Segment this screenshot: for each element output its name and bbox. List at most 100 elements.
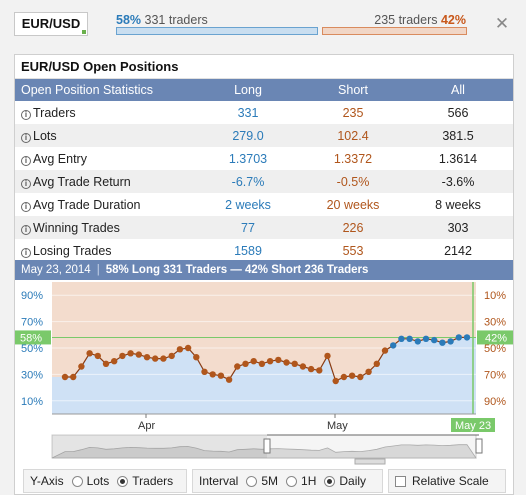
- data-point: [324, 352, 331, 360]
- interval-group: Interval 5M 1H Daily: [192, 469, 383, 493]
- data-point: [111, 358, 118, 365]
- stats-row: i Avg Entry 1.3703 1.3372 1.3614: [15, 147, 513, 170]
- data-point: [160, 355, 167, 362]
- data-point: [135, 351, 142, 358]
- panel-title: EUR/USD Open Positions: [15, 55, 513, 79]
- symbol-selector[interactable]: EUR/USD: [14, 12, 88, 36]
- stat-all-value: 381.5: [403, 124, 513, 147]
- stat-all-value: 303: [403, 216, 513, 239]
- month-label: May: [327, 420, 348, 432]
- info-icon[interactable]: i: [21, 224, 31, 235]
- close-icon[interactable]: ✕: [494, 14, 510, 33]
- info-icon[interactable]: i: [21, 132, 31, 143]
- current-left-badge: [15, 330, 51, 345]
- month-label: Apr: [138, 420, 155, 432]
- data-point: [86, 350, 93, 357]
- radio-daily[interactable]: [324, 475, 336, 487]
- yaxis-lots-option[interactable]: Lots: [64, 474, 109, 488]
- stats-row: i Avg Trade Return -6.7% -0.5% -3.6%: [15, 170, 513, 193]
- stat-label-text: Lots: [33, 128, 57, 143]
- data-point: [143, 354, 151, 361]
- short-percent: 42%: [440, 13, 466, 27]
- data-point: [357, 373, 364, 381]
- stat-long-value: 331: [237, 105, 259, 120]
- data-point: [406, 335, 413, 342]
- stat-long-value: -6.7%: [193, 170, 303, 193]
- data-point: [70, 373, 77, 381]
- interval-5m-label: 5M: [261, 474, 279, 488]
- data-point: [94, 352, 102, 360]
- current-date: May 23, 2014: [21, 264, 91, 276]
- stats-row: i Traders 331 235 566: [15, 101, 513, 124]
- stat-short-value: 553: [342, 243, 364, 258]
- stat-short-value: 235: [342, 105, 364, 120]
- stat-label-text: Avg Trade Return: [33, 174, 131, 189]
- info-icon[interactable]: i: [21, 247, 31, 258]
- current-right-label: 42%: [485, 332, 507, 344]
- stat-short-value: 1.3372: [333, 151, 373, 166]
- relative-scale-checkbox[interactable]: [395, 475, 406, 487]
- data-point: [201, 368, 208, 375]
- current-left-label: 58%: [20, 332, 42, 344]
- chart-controls: Y-Axis Lots Traders Interval 5M 1H Daily…: [15, 467, 513, 495]
- radio-1h[interactable]: [286, 475, 298, 487]
- stat-short-value: 226: [303, 216, 403, 239]
- relative-scale-option[interactable]: Relative Scale: [395, 474, 489, 488]
- right-axis-tick: 30%: [484, 317, 506, 329]
- stat-label: i Avg Trade Duration: [15, 193, 193, 216]
- data-point: [373, 360, 380, 367]
- radio-lots[interactable]: [71, 475, 83, 487]
- data-point: [102, 360, 110, 367]
- right-axis-tick: 90%: [484, 396, 506, 408]
- stat-short-value: 20 weeks: [326, 197, 380, 212]
- navigator-handle-left[interactable]: [263, 438, 271, 454]
- data-point: [455, 334, 462, 341]
- chart-svg[interactable]: 90% 70% 50% 30% 10% 10% 30% 50% 70% 90% 58% 42% Apr M…: [15, 280, 513, 465]
- header: EUR/USD 58% 331 traders 235 traders 42% …: [0, 0, 526, 48]
- info-icon[interactable]: i: [21, 178, 31, 189]
- data-point: [348, 372, 356, 379]
- navigator-handle-right[interactable]: [475, 438, 483, 454]
- right-axis-tick: 10%: [484, 290, 506, 302]
- left-axis-tick: 70%: [21, 317, 43, 329]
- stat-label-text: Traders: [33, 105, 76, 120]
- left-axis-tick: 30%: [21, 369, 43, 381]
- stat-all-value: -3.6%: [403, 170, 513, 193]
- data-point: [152, 355, 159, 362]
- info-icon[interactable]: i: [21, 155, 31, 166]
- info-icon[interactable]: i: [21, 109, 31, 120]
- yaxis-label: Y-Axis: [30, 474, 64, 488]
- stat-label: i Losing Trades: [15, 239, 193, 262]
- stats-row: i Losing Trades 1589 553 2142: [15, 239, 513, 262]
- navigator-mask-left: [52, 435, 267, 458]
- stat-label-text: Losing Trades: [33, 243, 112, 258]
- stat-long-value: 2 weeks: [225, 197, 271, 212]
- interval-5m-option[interactable]: 5M: [238, 474, 278, 488]
- right-axis-tick: 70%: [484, 369, 506, 381]
- navigator-scrollbar[interactable]: [354, 458, 386, 465]
- data-point: [307, 365, 315, 373]
- left-axis-tick: 50%: [21, 343, 43, 355]
- radio-traders[interactable]: [117, 475, 129, 487]
- long-summary: 58% 331 traders: [116, 13, 208, 27]
- data-point: [119, 352, 126, 360]
- data-point: [463, 334, 471, 341]
- radio-5m[interactable]: [246, 475, 258, 487]
- open-positions-panel: EUR/USD Open Positions Open Position Sta…: [14, 54, 514, 495]
- yaxis-traders-label: Traders: [132, 474, 174, 488]
- data-point: [266, 358, 274, 365]
- sentiment-chart[interactable]: 90% 70% 50% 30% 10% 10% 30% 50% 70% 90% 58% 42% Apr M…: [15, 280, 513, 465]
- interval-1h-option[interactable]: 1H: [278, 474, 316, 488]
- stat-label: i Avg Entry: [15, 147, 193, 170]
- interval-daily-option[interactable]: Daily: [316, 474, 366, 488]
- data-point: [398, 335, 405, 342]
- current-right-badge: [477, 330, 513, 345]
- col-header-all: All: [403, 79, 513, 101]
- stat-label-text: Winning Trades: [33, 220, 120, 235]
- stat-label: i Winning Trades: [15, 216, 193, 239]
- yaxis-traders-option[interactable]: Traders: [109, 474, 173, 488]
- info-icon[interactable]: i: [21, 201, 31, 212]
- interval-1h-label: 1H: [301, 474, 317, 488]
- data-point: [127, 350, 134, 357]
- stat-long-value: 77: [193, 216, 303, 239]
